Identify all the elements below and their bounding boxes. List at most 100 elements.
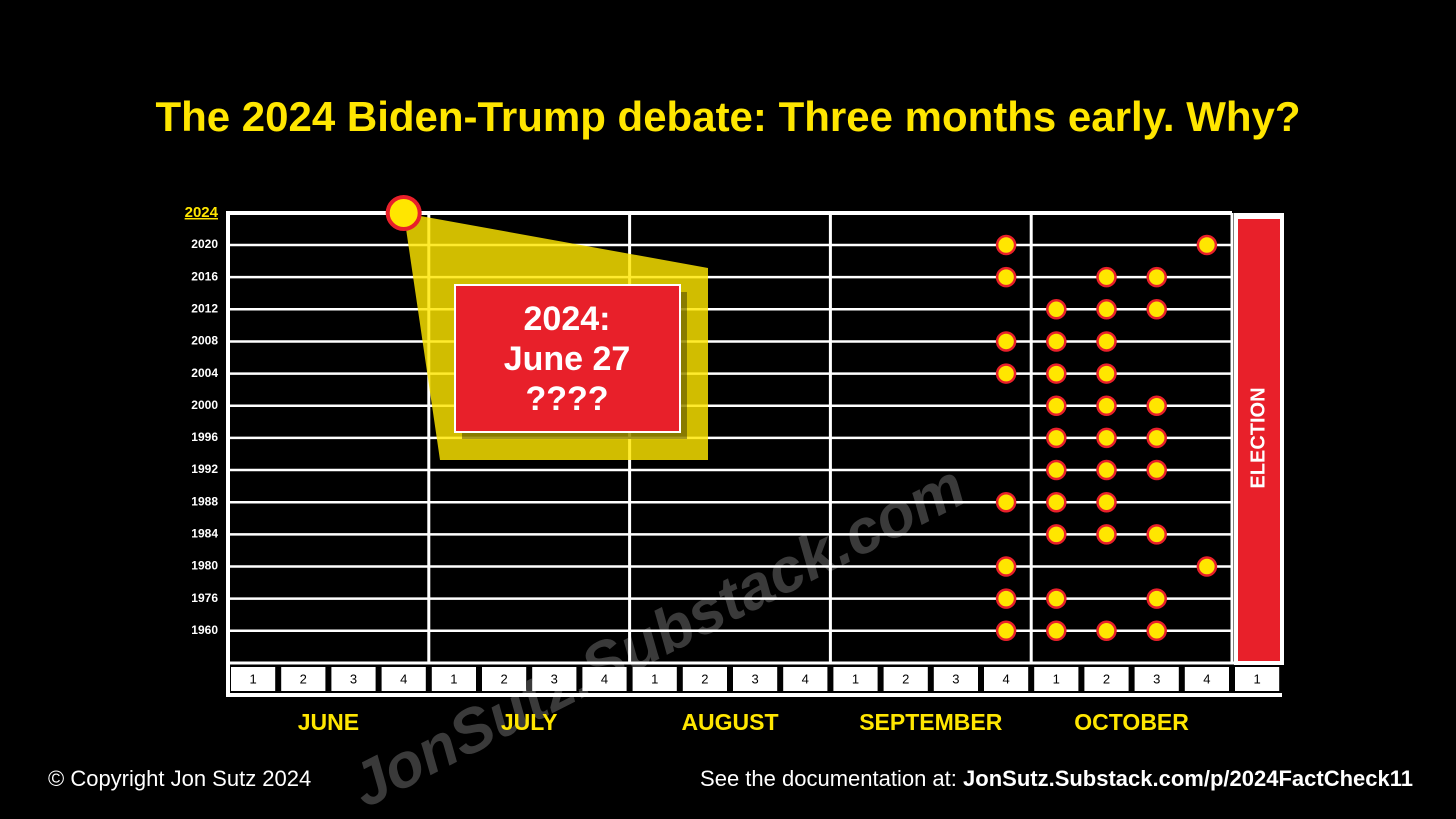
debate-dot [995,491,1017,513]
year-label: 1988 [191,494,218,508]
week-label: 1 [249,671,256,686]
year-label: 1984 [191,527,218,541]
debate-dot [995,556,1017,577]
year-label: 2012 [191,301,218,315]
week-cell [682,667,727,691]
debate-dot [1046,588,1067,609]
week-cell [1134,667,1179,691]
week-label: 1 [852,671,859,686]
week-label: 2 [1103,671,1110,686]
debate-dot [1146,620,1167,642]
week-label: 1 [651,671,658,686]
week-cell [883,667,928,691]
debate-dot [995,234,1017,256]
week-cell [632,667,677,691]
week-label: 1 [1253,671,1260,686]
week-cell [532,667,577,691]
year-label: 1976 [191,591,218,605]
debate-dot [995,331,1017,352]
week-label: 3 [1153,671,1160,686]
year-label: 1996 [191,430,218,444]
week-cell [381,667,426,691]
week-label: 1 [450,671,457,686]
week-label: 2 [300,671,307,686]
debate-dot [1146,427,1167,449]
debate-dot [1196,234,1218,256]
debate-dot [1146,266,1167,288]
month-label: JULY [501,709,558,735]
debate-dot [1146,459,1167,481]
week-cell [1034,667,1079,691]
week-cell [281,667,326,691]
debate-dot [385,195,422,231]
week-label: 1 [1053,671,1060,686]
debate-dot [1146,524,1167,545]
week-cell [783,667,828,691]
week-cell [733,667,778,691]
week-label: 3 [350,671,357,686]
week-cell [933,667,978,691]
week-cell [431,667,476,691]
debate-dot [1046,331,1067,352]
debate-dot [1096,620,1117,642]
week-label: 4 [601,671,608,686]
week-cell [331,667,376,691]
debate-dot [1096,459,1117,481]
week-cell [1184,667,1229,691]
callout-text: ???? [525,380,608,418]
debate-dot [1096,491,1117,513]
debate-dot [1046,299,1067,320]
week-cell [833,667,878,691]
election-label: ELECTION [1247,387,1269,488]
year-label: 2024 [185,204,219,221]
debate-dot [1046,524,1067,545]
month-label: JUNE [298,709,359,735]
week-label: 2 [701,671,708,686]
source-url: JonSutz.Substack.com/p/2024FactCheck11 [963,766,1413,791]
week-label: 3 [751,671,758,686]
week-cell [231,667,276,691]
week-label: 4 [1002,671,1009,686]
week-label: 4 [1203,671,1210,686]
chart-title: The 2024 Biden-Trump debate: Three month… [155,93,1300,140]
debate-dot [1046,427,1067,449]
month-label: OCTOBER [1074,709,1189,735]
debate-dot [1046,491,1067,513]
week-label: 4 [400,671,407,686]
debate-dot [1146,299,1167,320]
source-prefix: See the documentation at: [700,766,957,791]
week-label: 2 [902,671,909,686]
election-bar [1238,219,1280,661]
debate-dot [1146,588,1167,609]
year-label: 1992 [191,462,218,476]
debate-dot [995,266,1017,288]
week-cell [482,667,527,691]
week-label: 3 [551,671,558,686]
week-cell [582,667,627,691]
year-label: 2008 [191,334,218,348]
debate-dot [1096,395,1117,416]
debate-dot [1046,363,1067,384]
week-cell [1084,667,1129,691]
year-label: 2016 [191,269,218,283]
year-label: 2020 [191,237,218,251]
debate-dot [1096,427,1117,449]
week-label: 4 [802,671,809,686]
year-label: 1980 [191,559,218,573]
copyright: © Copyright Jon Sutz 2024 [48,766,311,791]
callout-box [454,284,681,433]
debate-dot [1146,395,1167,416]
month-label: AUGUST [681,709,778,735]
debate-dot [1196,556,1218,577]
year-label: 2000 [191,398,218,412]
debate-dot [1096,524,1117,545]
week-label: 3 [952,671,959,686]
debate-dot [1046,395,1067,416]
debate-dot [995,363,1017,384]
source: See the documentation at: JonSutz.Substa… [700,766,1413,791]
debate-dot [1096,331,1117,352]
year-label: 2004 [191,366,218,380]
debate-dot [995,620,1017,642]
